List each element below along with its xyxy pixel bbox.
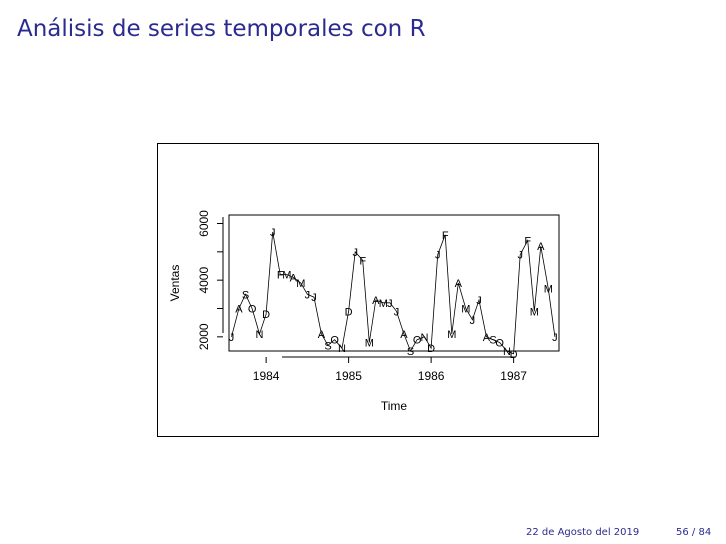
point-label: N [421,332,429,344]
point-label: N [256,329,264,341]
point-label: A [400,329,408,341]
x-tick-label: 1985 [335,369,362,383]
point-label: J [394,306,400,318]
point-label: A [318,329,326,341]
point-label: J [229,332,235,344]
point-label: N [503,346,511,358]
x-tick-label: 1987 [500,369,527,383]
footer-date: 22 de Agosto del 2019 [526,527,640,538]
y-tick-label: 2000 [197,323,211,350]
x-axis-label: Time [381,399,408,413]
point-label: M [461,304,470,316]
point-label: J [435,250,441,262]
point-label: M [296,278,305,290]
y-axis-label: Ventas [168,265,182,302]
point-label: A [483,332,491,344]
point-label: F [442,230,449,242]
plot-area [228,214,560,352]
point-label: J [270,227,276,239]
series-line [231,231,556,355]
point-label: A [455,278,463,290]
slide-title: Análisis de series temporales con R [17,16,426,42]
point-label: M [365,338,374,350]
point-label: O [248,304,257,316]
point-label: F [359,255,366,267]
point-label: O [330,335,339,347]
point-label: D [345,306,353,318]
point-label: A [537,241,545,253]
point-label: J [470,315,476,327]
point-label: D [510,349,518,361]
point-label: M [544,284,553,296]
point-label: S [242,289,249,301]
point-label: M [282,270,291,282]
point-label: F [524,236,531,248]
y-tick-label: 6000 [197,210,211,237]
point-label: A [290,272,298,284]
point-label: M [379,298,388,310]
point-label: A [372,295,380,307]
point-label: S [489,335,496,347]
point-label: J [311,292,317,304]
point-label: F [277,270,284,282]
footer-page-number: 56 / 84 [676,527,712,538]
point-label: N [338,343,346,355]
point-label: D [427,343,435,355]
point-label: J [517,250,523,262]
y-tick-label: 4000 [197,267,211,294]
point-label: O [413,335,422,347]
point-label: A [235,304,243,316]
point-label: J [305,289,311,301]
point-label: D [262,309,270,321]
point-label: M [447,329,456,341]
point-label: J [476,295,482,307]
x-tick-label: 1986 [418,369,445,383]
point-label: J [387,298,393,310]
point-label: J [352,247,358,259]
point-label: M [530,306,539,318]
point-label: O [495,338,504,350]
point-label: S [407,346,414,358]
point-label: J [552,332,558,344]
point-label: S [324,340,331,352]
x-tick-label: 1984 [253,369,280,383]
